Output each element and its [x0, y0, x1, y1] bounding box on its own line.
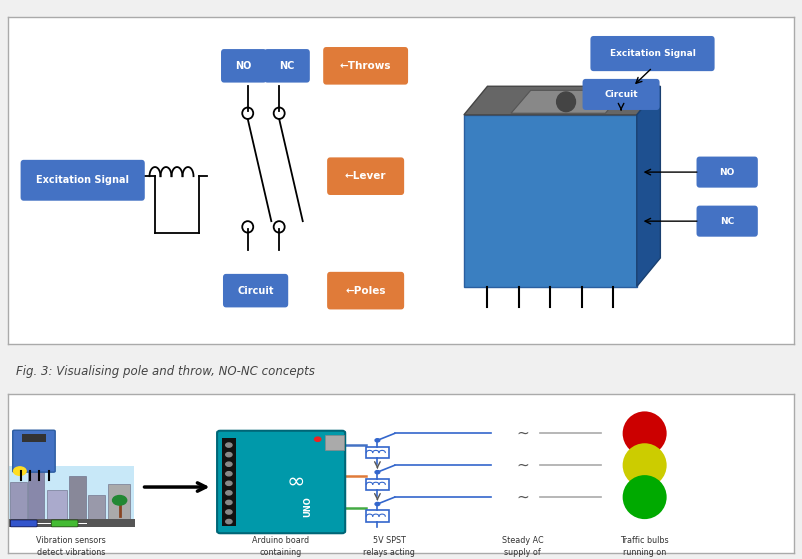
Text: NO: NO: [719, 168, 735, 177]
FancyBboxPatch shape: [223, 274, 288, 307]
FancyBboxPatch shape: [327, 272, 404, 310]
Text: NO: NO: [236, 61, 252, 71]
Circle shape: [225, 462, 232, 466]
FancyBboxPatch shape: [21, 160, 145, 201]
Polygon shape: [511, 91, 625, 113]
Text: ←Poles: ←Poles: [346, 286, 386, 296]
Text: Circuit: Circuit: [604, 90, 638, 99]
Circle shape: [375, 503, 380, 505]
Bar: [88, 495, 106, 524]
Circle shape: [375, 471, 380, 473]
Text: NC: NC: [279, 61, 294, 71]
Text: ~: ~: [516, 490, 529, 505]
Circle shape: [557, 92, 576, 112]
Circle shape: [225, 481, 232, 485]
Text: Arduino board
containing
processing logic to
divert/control traffic: Arduino board containing processing logi…: [241, 537, 322, 559]
Polygon shape: [637, 86, 660, 287]
Ellipse shape: [622, 411, 666, 456]
Bar: [28, 471, 44, 524]
Text: 5V SPST
relays acting
as switches: 5V SPST relays acting as switches: [363, 537, 415, 559]
Circle shape: [225, 453, 232, 457]
Ellipse shape: [622, 443, 666, 487]
Text: Traffic bulbs
running on
230V: Traffic bulbs running on 230V: [620, 537, 669, 559]
Text: NC: NC: [720, 217, 735, 226]
FancyBboxPatch shape: [582, 79, 659, 110]
Bar: [31, 523, 51, 524]
FancyBboxPatch shape: [590, 36, 715, 71]
Bar: [222, 438, 236, 526]
Polygon shape: [464, 115, 637, 287]
Text: ←Lever: ←Lever: [345, 171, 387, 181]
Text: Excitation Signal: Excitation Signal: [610, 49, 695, 58]
Bar: [366, 479, 389, 490]
Text: UNO: UNO: [303, 496, 313, 517]
Text: Circuit: Circuit: [237, 286, 273, 296]
Text: Steady AC
supply of
230V: Steady AC supply of 230V: [502, 537, 544, 559]
Text: ~: ~: [516, 458, 529, 473]
Circle shape: [225, 500, 232, 505]
Text: ←Throws: ←Throws: [340, 61, 391, 71]
Bar: [8, 466, 134, 524]
Bar: [10, 482, 27, 524]
FancyBboxPatch shape: [51, 520, 78, 527]
Circle shape: [225, 472, 232, 476]
Bar: [107, 484, 130, 524]
FancyBboxPatch shape: [13, 430, 55, 472]
Bar: [22, 434, 46, 442]
Text: ∞: ∞: [286, 472, 305, 492]
Text: Fig. 3: Visualising pole and throw, NO-NC concepts: Fig. 3: Visualising pole and throw, NO-N…: [16, 365, 314, 378]
Circle shape: [375, 439, 380, 442]
Text: ~: ~: [516, 426, 529, 441]
Text: Vibration sensors
detect vibrations
from the road: Vibration sensors detect vibrations from…: [36, 537, 106, 559]
Bar: [8, 519, 136, 527]
FancyBboxPatch shape: [696, 157, 758, 188]
FancyBboxPatch shape: [10, 520, 37, 527]
Circle shape: [225, 443, 232, 447]
FancyBboxPatch shape: [696, 206, 758, 236]
Bar: [67, 523, 87, 524]
FancyBboxPatch shape: [264, 49, 310, 83]
Polygon shape: [464, 86, 660, 115]
Ellipse shape: [622, 475, 666, 519]
Circle shape: [225, 519, 232, 524]
Bar: [325, 435, 344, 450]
Text: Excitation Signal: Excitation Signal: [36, 176, 129, 185]
FancyBboxPatch shape: [323, 47, 408, 84]
Bar: [366, 510, 389, 522]
Circle shape: [14, 467, 26, 475]
FancyBboxPatch shape: [221, 49, 266, 83]
Circle shape: [225, 491, 232, 495]
Circle shape: [225, 510, 232, 514]
FancyBboxPatch shape: [217, 431, 345, 533]
Bar: [68, 476, 86, 524]
FancyBboxPatch shape: [327, 158, 404, 195]
Circle shape: [112, 495, 127, 505]
Bar: [47, 490, 67, 524]
Circle shape: [314, 437, 321, 442]
Bar: [366, 447, 389, 458]
